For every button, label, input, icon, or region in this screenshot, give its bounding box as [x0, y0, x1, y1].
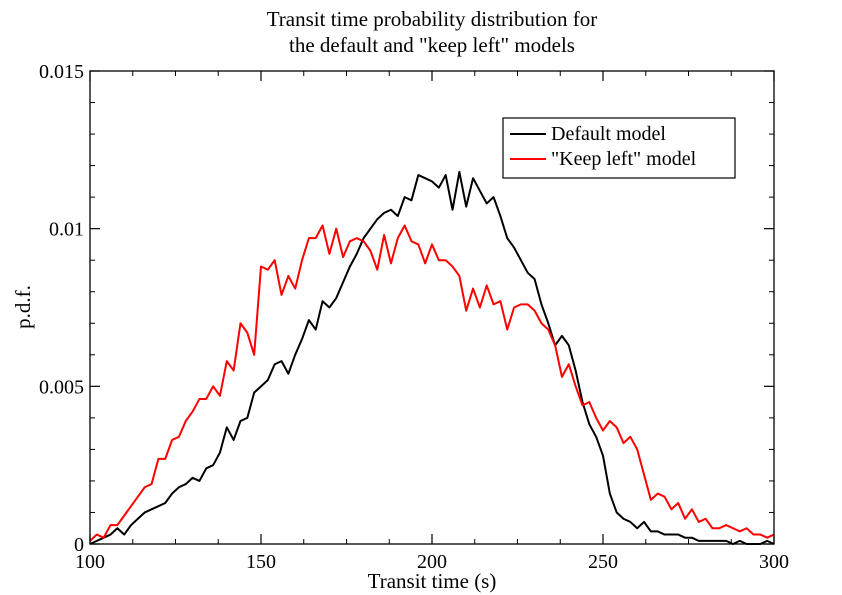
y-tick-label: 0.015	[39, 61, 84, 83]
x-tick-label: 200	[417, 551, 447, 573]
legend-label-keep-left: "Keep left" model	[551, 148, 697, 170]
y-axis-label: p.d.f.	[11, 285, 35, 329]
series-line-keep-left	[89, 224, 775, 542]
chart-title-line-1: Transit time probability distribution fo…	[267, 7, 598, 31]
y-tick-label: 0	[74, 534, 84, 556]
x-tick-label: 150	[246, 551, 276, 573]
y-tick-label: 0.01	[49, 219, 84, 241]
chart-title-line-2: the default and "keep left" models	[289, 33, 575, 57]
legend-box	[502, 117, 736, 179]
plot-frame	[89, 70, 775, 545]
legend-label-default: Default model	[551, 123, 666, 145]
x-axis-label: Transit time (s)	[368, 569, 497, 593]
x-tick-label: 250	[588, 551, 618, 573]
series-line-default	[89, 170, 775, 545]
y-tick-label: 0.005	[39, 376, 84, 398]
legend: Default model "Keep left" model	[502, 117, 736, 179]
x-tick-label: 100	[75, 551, 105, 573]
x-tick-label: 300	[759, 551, 789, 573]
